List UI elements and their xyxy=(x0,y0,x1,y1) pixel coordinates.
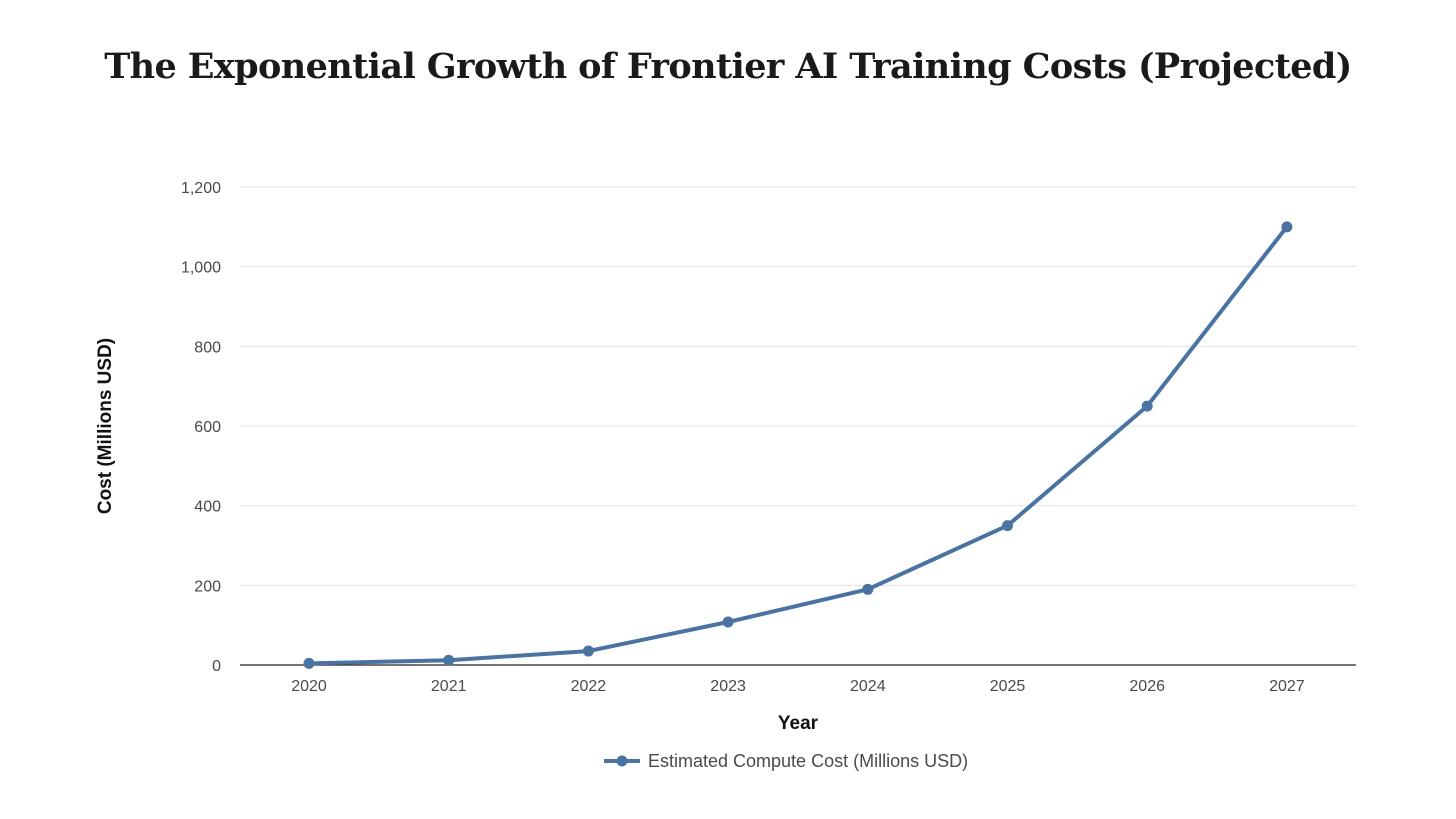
x-tick-label: 2026 xyxy=(1129,678,1165,695)
data-point xyxy=(582,645,594,657)
y-tick-labels: 0 200 400 600 800 1,000 1,200 xyxy=(181,180,221,675)
x-tick-label: 2021 xyxy=(431,678,467,695)
gridlines xyxy=(240,186,1356,586)
series-line xyxy=(307,224,1289,666)
y-tick-label: 400 xyxy=(194,499,221,516)
data-point xyxy=(862,583,874,595)
y-tick-label: 0 xyxy=(212,658,221,675)
data-point xyxy=(1281,221,1293,233)
y-tick-label: 1,000 xyxy=(181,260,221,277)
x-tick-label: 2025 xyxy=(990,678,1026,695)
y-tick-label: 800 xyxy=(194,339,221,356)
data-point xyxy=(443,654,455,666)
y-axis-title: Cost (Millions USD) xyxy=(95,338,116,514)
y-tick-label: 200 xyxy=(194,578,221,595)
y-tick-label: 1,200 xyxy=(181,180,221,197)
legend: Estimated Compute Cost (Millions USD) xyxy=(604,751,968,771)
x-tick-labels: 2020 2021 2022 2023 2024 2025 2026 2027 xyxy=(291,678,1305,695)
x-tick-label: 2020 xyxy=(291,678,327,695)
x-tick-label: 2023 xyxy=(710,678,746,695)
series-group xyxy=(303,221,1293,669)
data-point xyxy=(722,616,734,628)
data-point xyxy=(1141,400,1153,412)
x-axis-title: Year xyxy=(778,713,819,734)
chart-title: The Exponential Growth of Frontier AI Tr… xyxy=(104,46,1352,87)
legend-swatch-marker xyxy=(616,755,628,767)
x-tick-label: 2022 xyxy=(571,678,607,695)
y-tick-label: 600 xyxy=(194,419,221,436)
data-point xyxy=(303,657,315,669)
x-tick-label: 2027 xyxy=(1269,678,1305,695)
data-point xyxy=(1002,520,1013,532)
x-tick-label: 2024 xyxy=(850,678,886,695)
legend-label: Estimated Compute Cost (Millions USD) xyxy=(648,751,968,771)
